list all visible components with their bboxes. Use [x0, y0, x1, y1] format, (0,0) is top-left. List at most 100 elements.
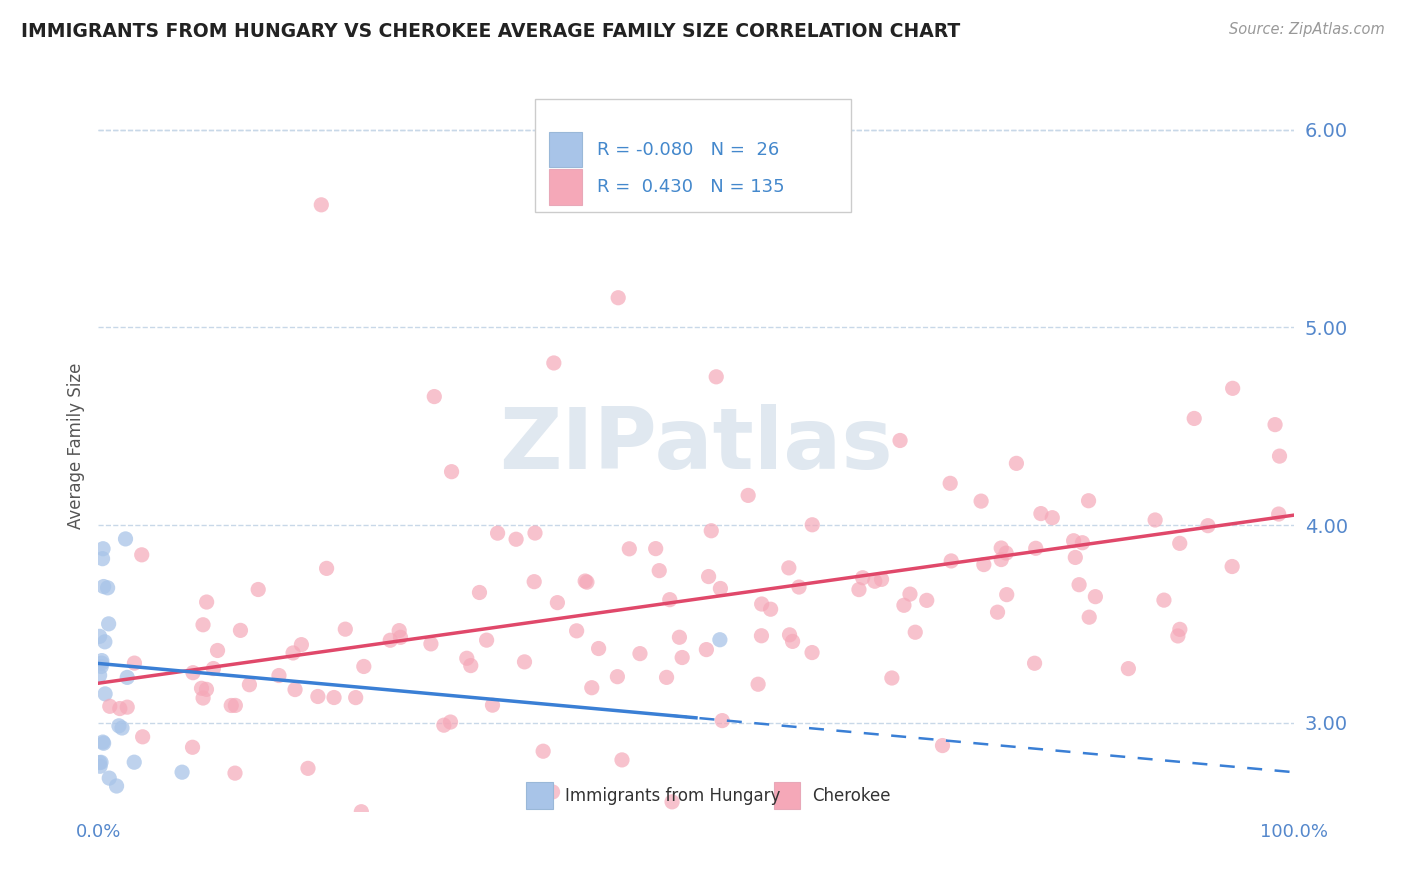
Point [939, 476, 962, 491]
Point [759, 602, 782, 616]
Point [108, 719, 131, 733]
Point [995, 588, 1018, 602]
Point [1167, 629, 1189, 643]
Point [1168, 623, 1191, 637]
Point [97, 616, 120, 631]
Point [524, 526, 547, 541]
Point [1078, 610, 1101, 624]
Text: IMMIGRANTS FROM HUNGARY VS CHEROKEE AVERAGE FAMILY SIZE CORRELATION CHART: IMMIGRANTS FROM HUNGARY VS CHEROKEE AVER… [21, 22, 960, 41]
Point [267, 668, 290, 682]
Point [114, 532, 136, 546]
Point [700, 524, 723, 538]
Point [1040, 510, 1063, 524]
Point [108, 701, 131, 715]
Point [889, 434, 911, 448]
Point [93, 580, 115, 594]
Point [778, 561, 800, 575]
Point [668, 630, 690, 644]
Point [1264, 417, 1286, 432]
Point [238, 678, 260, 692]
Point [658, 592, 681, 607]
Text: Cherokee: Cherokee [811, 787, 890, 805]
Point [1025, 541, 1047, 556]
Point [1071, 535, 1094, 549]
Point [801, 517, 824, 532]
Point [388, 624, 411, 638]
Point [89, 668, 111, 682]
Point [115, 670, 138, 684]
Point [181, 665, 204, 680]
Point [90, 659, 112, 673]
Point [661, 795, 683, 809]
FancyBboxPatch shape [534, 99, 852, 212]
FancyBboxPatch shape [773, 782, 800, 809]
Point [195, 682, 218, 697]
Point [523, 574, 546, 589]
Point [229, 624, 252, 638]
Point [94, 635, 117, 649]
Point [1064, 550, 1087, 565]
Point [91, 735, 114, 749]
Point [423, 390, 446, 404]
Point [1084, 590, 1107, 604]
Point [433, 718, 456, 732]
Point [751, 597, 773, 611]
Point [1067, 577, 1090, 591]
Point [782, 634, 804, 648]
Point [898, 587, 921, 601]
Point [704, 369, 727, 384]
Point [531, 744, 554, 758]
Point [475, 633, 498, 648]
Point [880, 671, 903, 685]
Point [995, 546, 1018, 560]
Point [607, 291, 630, 305]
Point [98, 699, 121, 714]
Point [93, 736, 115, 750]
Point [1005, 456, 1028, 470]
Point [931, 739, 953, 753]
Point [481, 698, 503, 713]
Point [941, 554, 963, 568]
Point [131, 548, 153, 562]
Point [323, 690, 346, 705]
Point [505, 533, 527, 547]
Point [181, 740, 204, 755]
Point [344, 690, 367, 705]
Point [588, 641, 610, 656]
Point [350, 805, 373, 819]
Point [1222, 381, 1244, 395]
Point [541, 785, 564, 799]
Point [353, 659, 375, 673]
Point [89, 756, 111, 770]
Point [172, 765, 194, 780]
FancyBboxPatch shape [526, 782, 553, 809]
Point [610, 753, 633, 767]
Point [1024, 657, 1046, 671]
Text: Immigrants from Hungary: Immigrants from Hungary [565, 787, 780, 805]
Point [644, 541, 666, 556]
Point [863, 574, 886, 589]
Point [565, 624, 588, 638]
Point [460, 658, 482, 673]
Point [224, 766, 246, 780]
Point [787, 580, 810, 594]
Point [990, 541, 1012, 555]
Point [90, 756, 112, 770]
Point [1168, 536, 1191, 550]
FancyBboxPatch shape [548, 169, 582, 204]
Point [1063, 533, 1085, 548]
Point [709, 632, 731, 647]
Point [90, 656, 112, 670]
Point [131, 730, 153, 744]
Point [697, 569, 720, 583]
Point [111, 721, 134, 735]
Point [468, 585, 491, 599]
Point [91, 551, 114, 566]
Text: ZIPatlas: ZIPatlas [499, 404, 893, 488]
Point [893, 599, 915, 613]
Point [115, 700, 138, 714]
Point [655, 670, 678, 684]
Point [986, 605, 1008, 619]
Point [695, 642, 717, 657]
Point [89, 759, 111, 773]
